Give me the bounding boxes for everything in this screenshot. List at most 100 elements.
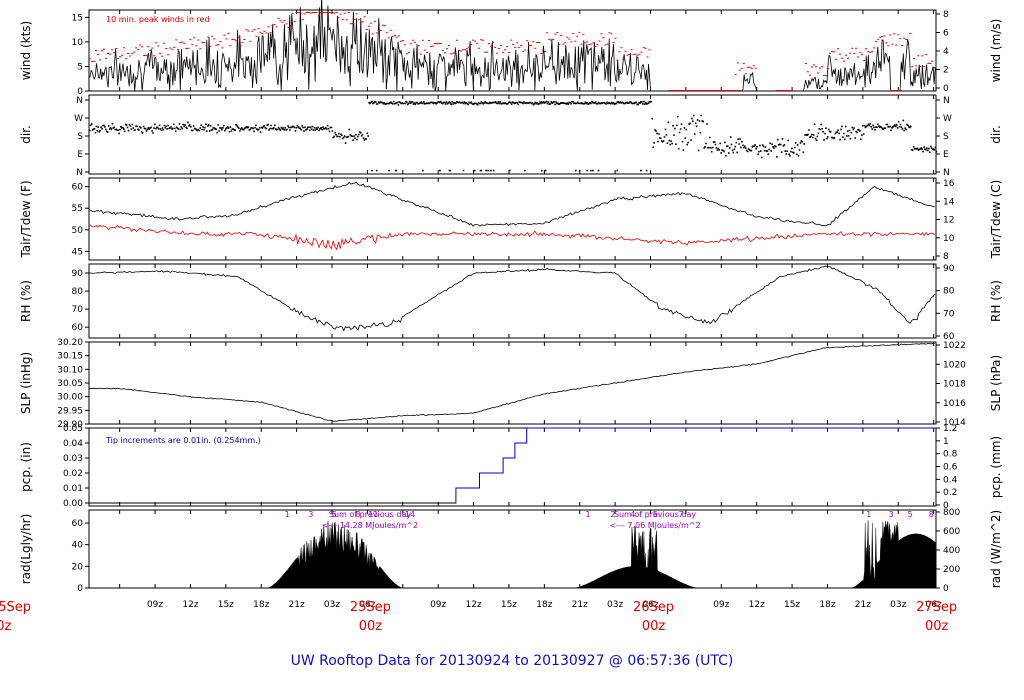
y-axis-label-right: RH (%) [989, 280, 1003, 322]
radiation-sum-note: Sum of previous day [614, 510, 696, 519]
day-label-time: 00z [642, 619, 666, 634]
wind-series [88, 0, 936, 92]
y-tick-label: 20 [72, 562, 84, 572]
y-tick-label: 0.00 [63, 499, 83, 509]
y-axis-label-left: Tair/Tdew (F) [19, 180, 33, 258]
y-axis-label-left: pcp. (in) [19, 442, 33, 492]
radiation-sum-value: <--- 7.06 MJoules/m^2 [609, 521, 700, 530]
y-tick-label: S [77, 132, 83, 142]
x-tick-label: 03z [324, 600, 340, 610]
y-axis-label-right: SLP (hPa) [989, 355, 1003, 411]
x-tick-label: 06z [359, 600, 375, 610]
panel-rad: rad(Lgly/hr) rad (W/m^2)02040600200400600… [19, 508, 1003, 594]
precip-series [89, 427, 936, 504]
x-tick-label: 09z [430, 600, 446, 610]
y-tick-label: 0.04 [63, 439, 83, 449]
radiation-sum-note: Sum of previous day [329, 510, 411, 519]
panel-wind: wind (kts) wind (m/s) 0 5 10 15 0 2 4 6 8 10 min. p… [19, 0, 1003, 97]
x-tick-label: 12z [465, 600, 481, 610]
y-tick-label: 30.05 [57, 379, 83, 389]
day-label-time: 00z [0, 619, 12, 634]
y2-tick-label: 14 [943, 197, 955, 207]
y-tick-label: 30.10 [57, 365, 83, 375]
y2-tick-label: 4 [943, 47, 949, 57]
y2-tick-label: 90 [943, 264, 955, 274]
y-tick-label: 30.20 [57, 338, 83, 348]
y2-tick-label: 0.8 [943, 450, 958, 460]
x-tick-label: 21z [289, 600, 305, 610]
y2-tick-label: 0 [943, 584, 949, 594]
y-axis-label-left: rad(Lgly/hr) [19, 514, 33, 585]
y-axis-label-right: pcp. (mm) [989, 436, 1003, 498]
y2-tick-label: 80 [943, 287, 955, 297]
y-axis-label-right: wind (m/s) [989, 19, 1003, 83]
radiation-hour-label: 5 [653, 510, 658, 519]
y-tick-label: 10 [72, 38, 84, 48]
y-tick-label: 45 [72, 247, 83, 257]
y2-tick-label: 16 [943, 179, 955, 189]
y-axis-label-left: wind (kts) [19, 21, 33, 80]
radiation-hour-label: 5 [332, 510, 337, 519]
y-tick-label: 0.05 [63, 424, 83, 434]
day-label: 27Sep [916, 600, 957, 615]
y-axis-label-left: dir. [19, 125, 33, 144]
y2-tick-label: 0.6 [943, 463, 958, 473]
y2-tick-label: S [943, 132, 949, 142]
y-tick-label: N [76, 168, 83, 178]
panel-frame [88, 177, 937, 261]
precip-annotation: Tip increments are 0.01in. (0.254mm.) [105, 436, 261, 445]
x-tick-label: 18z [253, 600, 269, 610]
x-tick-label: 15z [501, 600, 517, 610]
wind-annotation: 10 min. peak winds in red [106, 15, 210, 24]
y-tick-label: 29.95 [57, 406, 83, 416]
y-tick-label: W [74, 114, 83, 124]
x-tick-label: 12z [182, 600, 198, 610]
radiation-hour-label: 2 [610, 510, 615, 519]
y2-tick-label: 2 [943, 66, 949, 76]
x-tick-label: 06z [926, 600, 942, 610]
y-tick-label: 30.15 [57, 352, 83, 362]
panel-frame [88, 94, 937, 175]
radiation-hour-label: 14 [405, 510, 415, 519]
x-tick-label: 21z [855, 600, 871, 610]
y-axis-label-left: SLP (inHg) [19, 352, 33, 414]
panel-pcp: pcp. (in) pcp. (mm) 0.00 0.01 0.02 0.03 0.04 0.… [19, 424, 1003, 511]
y2-tick-label: E [943, 150, 949, 160]
y-tick-label: 29.90 [57, 420, 83, 430]
y2-tick-label: 60 [943, 332, 955, 342]
y-tick-label: 0.02 [63, 469, 83, 479]
y2-tick-label: W [943, 114, 952, 124]
radiation-day-2 [573, 525, 698, 589]
radiation-day-1 [267, 520, 403, 589]
radiation-hour-label: 1 [585, 510, 590, 519]
panel-frame [88, 263, 937, 339]
x-tick-label: 21z [572, 600, 588, 610]
y-tick-label: 80 [72, 287, 84, 297]
y-tick-label: 0.01 [63, 484, 83, 494]
y2-tick-label: 8 [943, 252, 949, 262]
y2-tick-label: 1016 [943, 399, 966, 409]
panel-slp: SLP (inHg) SLP (hPa) 29.90 29.95 30.00 30.05 3… [19, 338, 1003, 430]
y2-tick-label: 600 [943, 527, 960, 537]
x-tick-label: 09z [713, 600, 729, 610]
day-label-time: 00z [925, 619, 949, 634]
y2-tick-label: 1022 [943, 341, 966, 351]
radiation-hour-label: 4 [630, 510, 635, 519]
y2-tick-label: 800 [943, 508, 960, 518]
y2-tick-label: 12 [943, 216, 954, 226]
panel-frame [88, 341, 937, 425]
y2-tick-label: 70 [943, 309, 955, 319]
x-axis: 09z 12z 15z 18z 21z 03z 06z 09z 12z 15z 18z 21z 03z 0… [0, 600, 957, 634]
slp-series [88, 342, 935, 422]
y2-tick-label: 0.4 [943, 475, 958, 485]
y2-tick-label: 0.2 [943, 488, 957, 498]
chart-title: UW Rooftop Data for 20130924 to 20130927… [291, 653, 734, 669]
x-tick-label: 18z [536, 600, 552, 610]
y2-tick-label: 200 [943, 565, 960, 575]
y-tick-label: 0 [77, 584, 83, 594]
x-tick-label: 03z [607, 600, 623, 610]
y-axis-label-right: rad (W/m^2) [989, 510, 1003, 588]
day-label: 26Sep [633, 600, 674, 615]
y-tick-label: 70 [72, 305, 84, 315]
radiation-hour-label: 8 [355, 510, 360, 519]
